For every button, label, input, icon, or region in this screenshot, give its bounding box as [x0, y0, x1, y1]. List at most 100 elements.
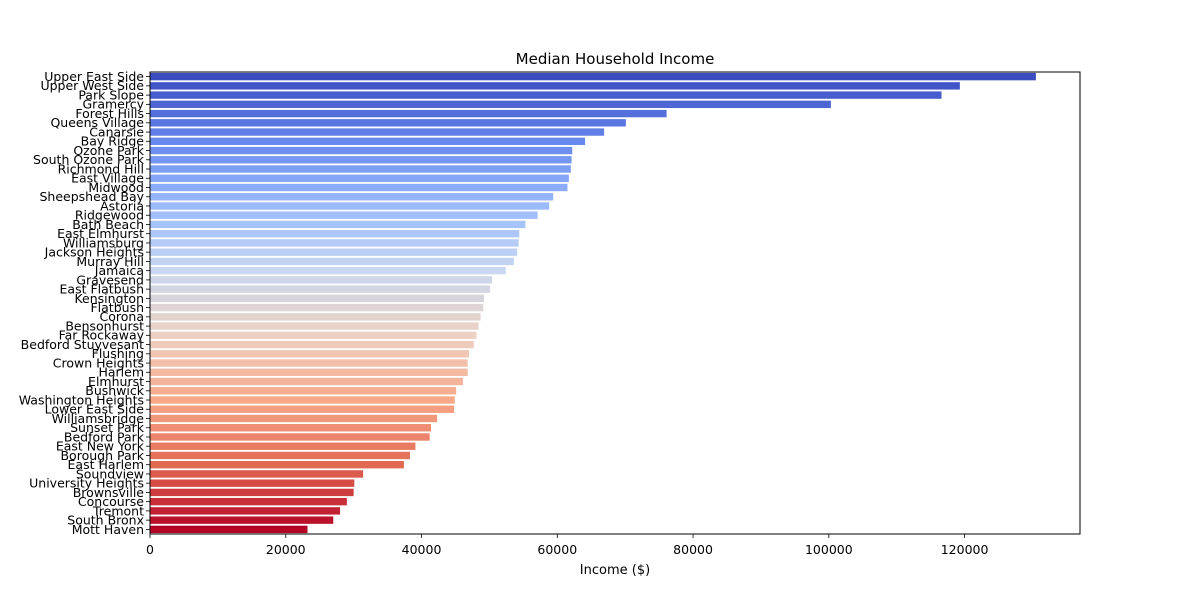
y-tick-label: Jackson Heights — [44, 245, 144, 260]
bar — [150, 91, 942, 99]
y-tick-label: Astoria — [100, 198, 144, 213]
bar — [150, 257, 514, 266]
y-tick-label: Williamsbridge — [52, 411, 145, 426]
y-tick-label: Far Rockaway — [59, 328, 145, 343]
bar — [150, 479, 355, 487]
bar — [150, 202, 550, 210]
y-tick-label: Midwood — [88, 180, 144, 195]
y-tick-label: Bushwick — [85, 383, 145, 398]
bar — [150, 82, 960, 90]
bar — [150, 230, 520, 238]
bar — [150, 109, 667, 118]
y-tick-label: Borough Park — [60, 448, 144, 463]
bar — [150, 396, 455, 404]
bar — [150, 414, 438, 423]
y-tick-label: Williamsburg — [63, 235, 144, 250]
bar — [150, 100, 831, 109]
bar — [150, 156, 572, 164]
y-tick-label: Forest Hills — [75, 106, 144, 121]
x-tick-label: 0 — [146, 542, 154, 557]
y-tick-label: Upper East Side — [44, 69, 144, 84]
bar — [150, 211, 538, 219]
bar — [150, 174, 569, 182]
x-tick-label: 60000 — [537, 542, 577, 557]
bar — [150, 183, 568, 192]
chart-title: Median Household Income — [516, 50, 715, 68]
bar — [150, 387, 457, 395]
bar — [150, 442, 416, 450]
bar — [150, 433, 430, 441]
x-tick-label: 80000 — [673, 542, 713, 557]
x-tick-label: 100000 — [805, 542, 853, 557]
y-tick-label: Flatbush — [90, 300, 144, 315]
bar — [150, 165, 571, 173]
bar — [150, 461, 404, 469]
y-tick-label: East Village — [71, 171, 144, 186]
bar — [150, 350, 470, 358]
bar — [150, 377, 463, 386]
y-tick-label: Harlem — [98, 365, 144, 380]
y-tick-label: University Heights — [29, 476, 144, 491]
bar — [150, 119, 626, 127]
bars-group — [150, 72, 1036, 534]
bar — [150, 470, 364, 478]
y-tick-label: Bay Ridge — [81, 134, 145, 149]
x-ticks: 0 20000 40000 60000 80000 100000 120000 — [146, 534, 989, 557]
bar — [150, 331, 477, 340]
bar — [150, 405, 455, 413]
y-tick-label: Washington Heights — [19, 392, 144, 407]
y-tick-label: Lower East Side — [45, 402, 145, 417]
bar — [150, 516, 334, 524]
bar — [150, 193, 554, 201]
bar — [150, 340, 474, 349]
bar — [150, 507, 341, 515]
bar — [150, 424, 432, 432]
y-tick-label: Soundview — [76, 466, 144, 481]
y-tick-label: Bedford Stuyvesant — [21, 337, 144, 352]
y-tick-label: Bath Beach — [72, 217, 144, 232]
bar — [150, 359, 468, 367]
y-tick-label: Bensonhurst — [65, 318, 144, 333]
y-tick-label: Flushing — [92, 346, 144, 361]
bar — [150, 497, 347, 506]
y-tick-label: Sheepshead Bay — [40, 189, 145, 204]
bar — [150, 72, 1036, 81]
bar — [150, 303, 484, 312]
bar — [150, 137, 586, 145]
bar — [150, 294, 484, 303]
y-tick-label: Ridgewood — [75, 208, 144, 223]
y-tick-label: Concourse — [78, 494, 144, 509]
bar — [150, 488, 354, 497]
bar — [150, 146, 573, 155]
y-tick-label: Ozone Park — [73, 143, 144, 158]
y-tick-label: East Elmhurst — [57, 226, 144, 241]
y-tick-label: Gravesend — [76, 272, 144, 287]
y-tick-label: Jamaica — [94, 263, 144, 278]
bar — [150, 368, 468, 376]
bar — [150, 239, 519, 247]
y-tick-label: Upper West Side — [40, 78, 144, 93]
bar — [150, 451, 410, 460]
y-tick-label: South Ozone Park — [33, 152, 145, 167]
y-tick-label: Bedford Park — [64, 429, 145, 444]
y-tick-label: Mott Haven — [72, 522, 144, 537]
y-tick-label: Murray Hill — [76, 254, 144, 269]
bar — [150, 285, 491, 293]
y-tick-label: East Flatbush — [60, 282, 144, 297]
y-tick-label: Canarsie — [89, 124, 144, 139]
x-tick-label: 40000 — [402, 542, 442, 557]
y-tick-label: South Bronx — [67, 513, 144, 528]
plot-frame — [149, 71, 1081, 535]
bar — [150, 220, 526, 229]
y-tick-label: Sunset Park — [70, 420, 145, 435]
y-tick-label: Richmond Hill — [58, 161, 144, 176]
y-tick-label: Park Slope — [78, 87, 144, 102]
y-tick-label: Queens Village — [50, 115, 144, 130]
y-tick-label: Kensington — [74, 291, 144, 306]
x-tick-label: 120000 — [941, 542, 989, 557]
y-tick-label: Tremont — [92, 503, 144, 518]
bar — [150, 276, 493, 284]
bar — [150, 266, 506, 275]
